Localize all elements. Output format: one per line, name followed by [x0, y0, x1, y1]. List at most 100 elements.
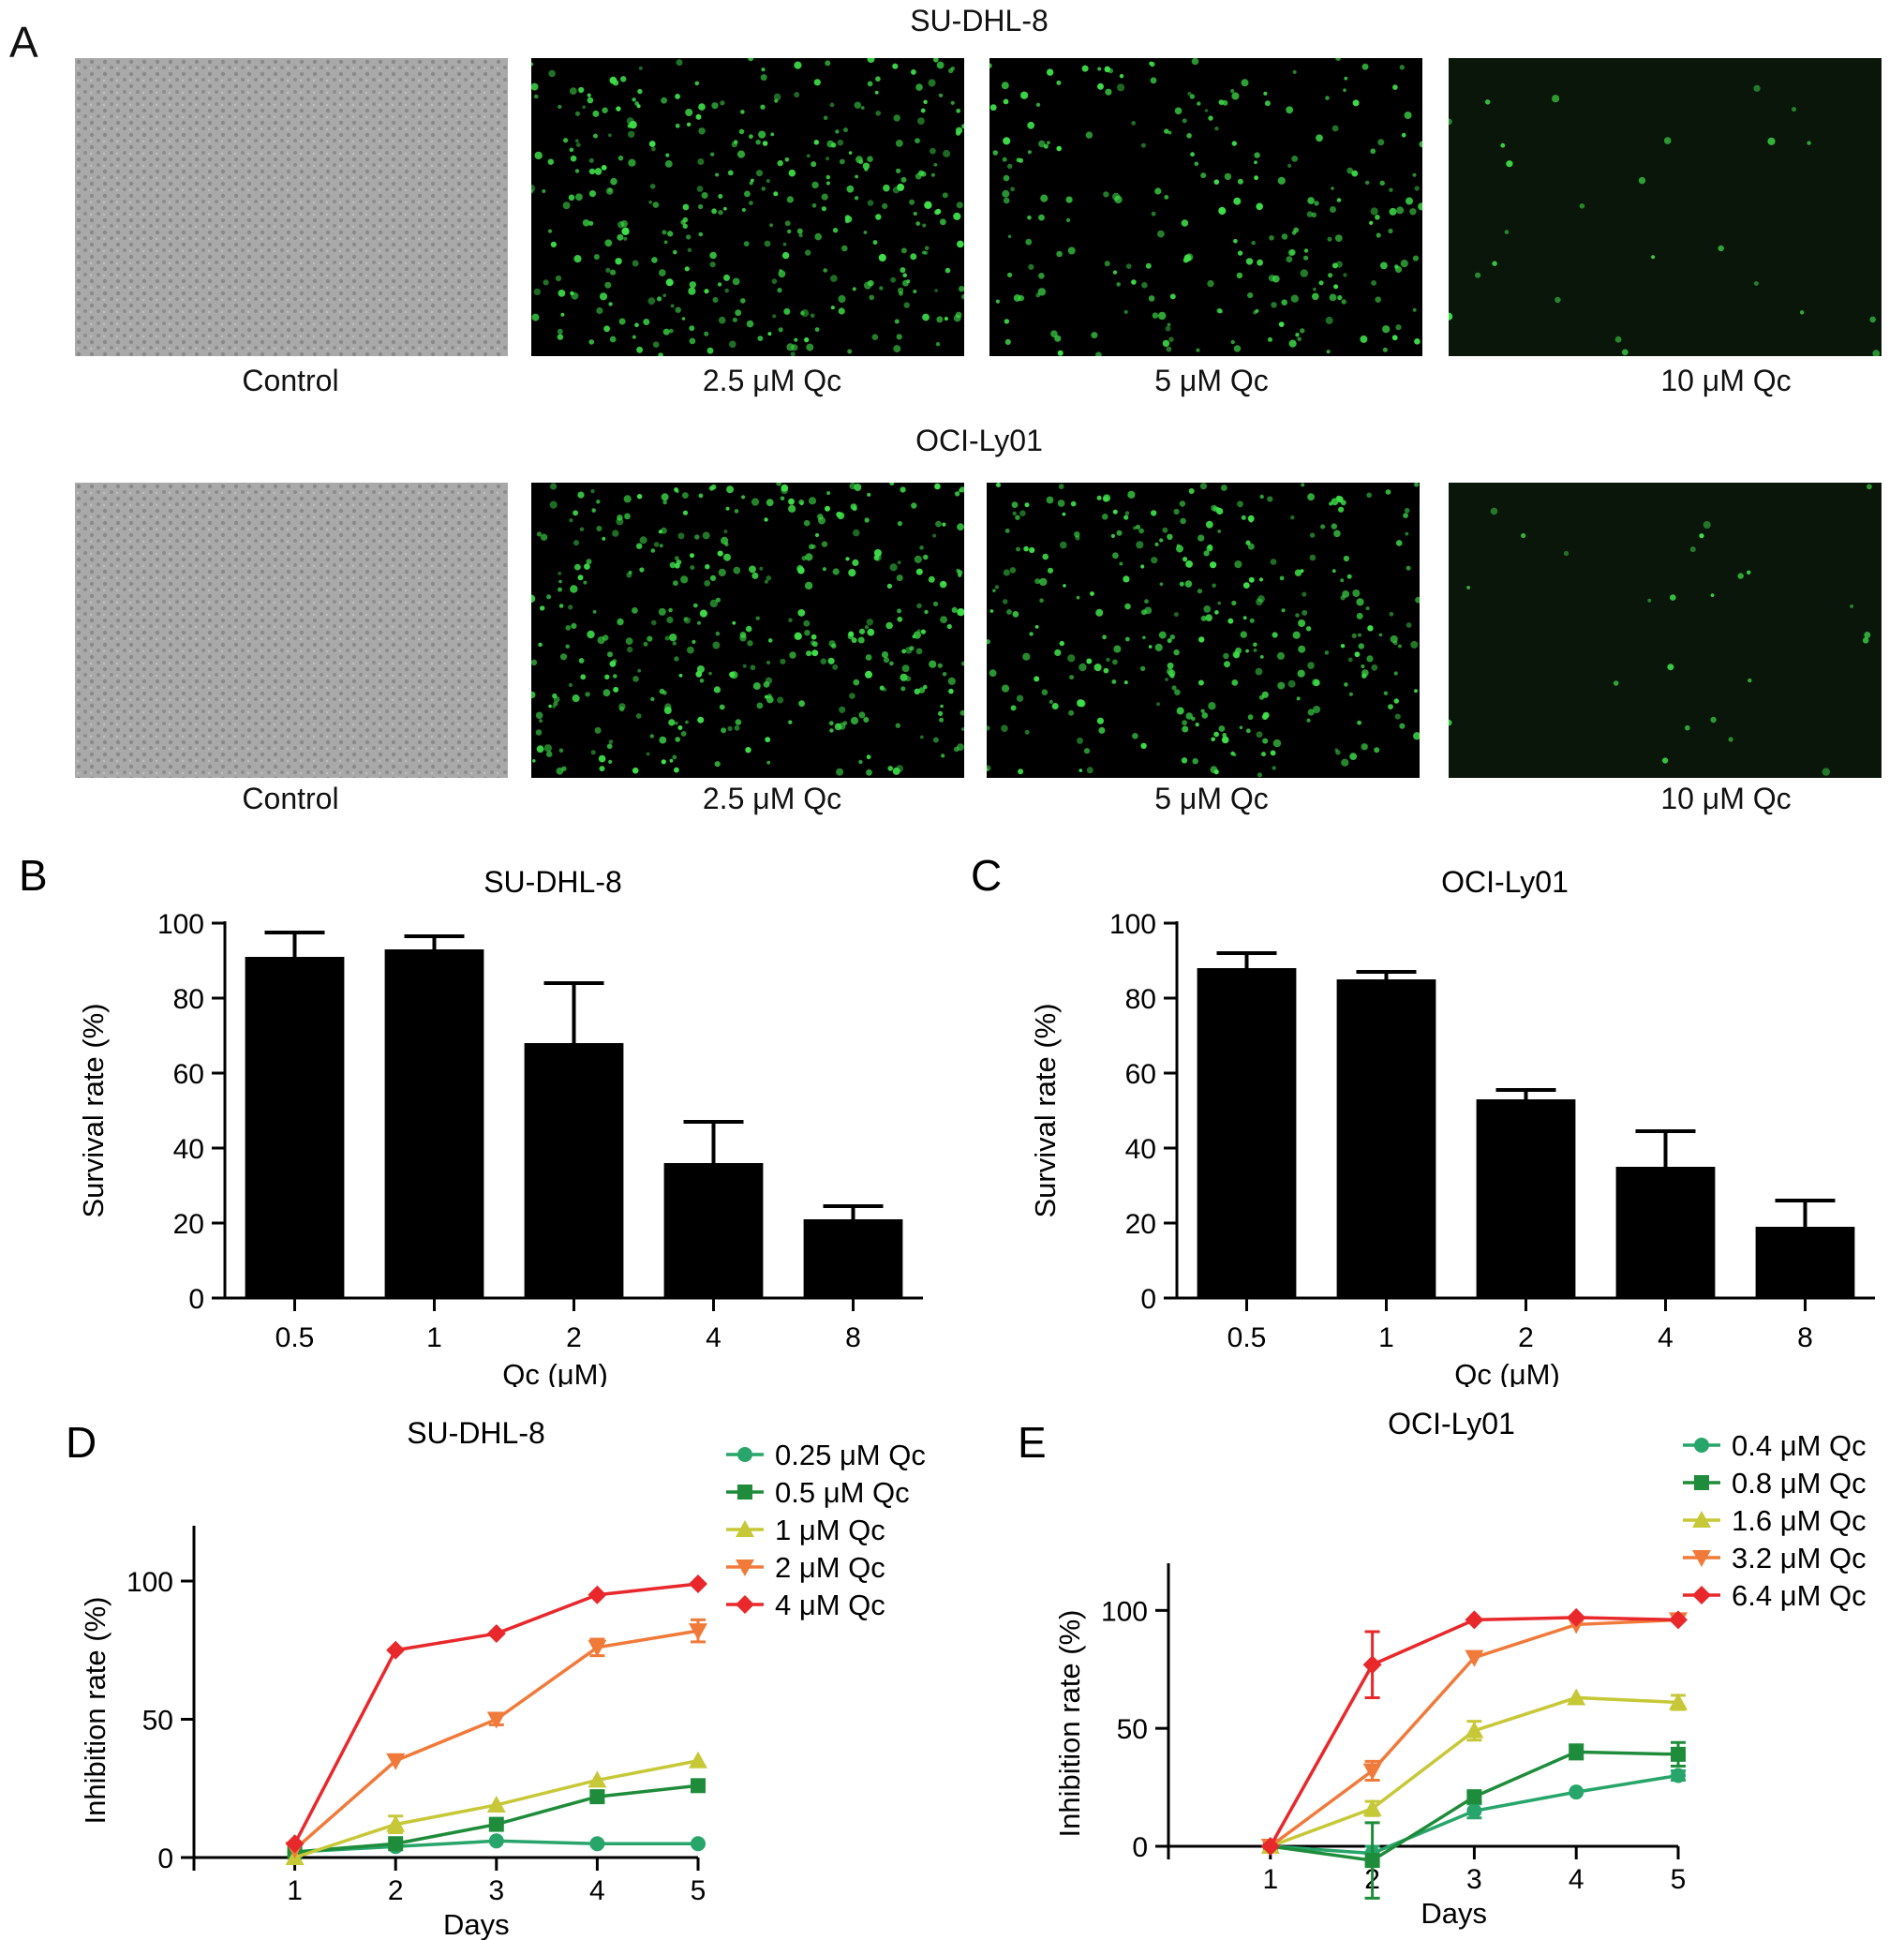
fluorescent-cell [714, 761, 721, 768]
fluorescent-cell [662, 691, 667, 695]
fluorescent-cell [558, 572, 562, 575]
fluorescent-cell [1194, 161, 1199, 167]
fluorescent-cell [1123, 309, 1128, 314]
fluorescent-cell [849, 693, 855, 699]
fluorescent-cell [1181, 757, 1188, 764]
fluorescent-cell [766, 575, 772, 581]
fluorescent-cell [542, 189, 546, 193]
fluorescent-cell [547, 158, 554, 165]
x-tick-label: 3 [1466, 1864, 1482, 1895]
fluorescent-cell [558, 604, 564, 608]
fluorescent-cell [1192, 758, 1198, 765]
fluorescent-cell [756, 702, 764, 709]
fluorescent-cell [1254, 152, 1260, 158]
fluorescent-cell [1042, 553, 1049, 560]
fluorescent-cell [1255, 667, 1263, 676]
fluorescent-cell [636, 494, 643, 500]
fluorescent-cell [1050, 330, 1058, 338]
fluorescent-cell [987, 639, 990, 645]
fluorescent-cell [996, 483, 1001, 487]
fluorescent-cell [685, 720, 689, 724]
fluorescent-cell [919, 735, 924, 739]
fluorescent-cell [914, 688, 920, 694]
fluorescent-cell [592, 609, 597, 614]
fluorescent-cell [1103, 667, 1109, 674]
fluorescent-cell [1182, 720, 1187, 725]
x-tick-label: 0.5 [275, 1322, 315, 1353]
fluorescent-cell [617, 155, 624, 161]
fluorescent-cell [897, 608, 902, 614]
fluorescent-cell [796, 228, 803, 234]
fluorescent-cell [1405, 508, 1410, 514]
fluorescent-cell [1136, 541, 1144, 549]
fluorescent-cell [1110, 533, 1115, 538]
fluorescent-cell [842, 721, 848, 725]
fluorescent-cell [531, 594, 536, 603]
fluorescent-cell [873, 549, 882, 557]
fluorescent-cell [766, 695, 774, 704]
fluorescent-cell [575, 142, 581, 147]
fluorescent-cell [1341, 758, 1349, 767]
fluorescent-cell [956, 201, 963, 209]
fluorescent-cell [729, 671, 736, 678]
fluorescent-cell [794, 92, 800, 97]
fluorescent-cell [1223, 652, 1229, 660]
data-point [737, 1485, 752, 1500]
data-point [1362, 1763, 1382, 1781]
fluorescent-cell [906, 279, 911, 284]
fluorescent-cell [632, 676, 639, 682]
fluorescent-cell [900, 176, 907, 183]
fluorescent-cell [860, 106, 865, 110]
fluorescent-cell [901, 649, 906, 654]
fluorescent-cell [826, 174, 831, 180]
fluorescent-cell [879, 286, 884, 291]
chart-title: OCI-Ly01 [1388, 1407, 1515, 1440]
fluorescent-cell [1312, 292, 1319, 301]
fluorescent-cell [1303, 255, 1309, 261]
fluorescent-cell [715, 597, 721, 603]
data-point [1466, 1803, 1482, 1819]
fluorescent-cell [897, 183, 905, 191]
fluorescent-cell [548, 69, 556, 78]
fluorescent-cell [1259, 494, 1264, 500]
fluorescent-cell [1850, 604, 1854, 608]
fluorescent-cell [835, 129, 840, 134]
fluorescent-cell [677, 532, 685, 540]
fluorescent-cell [539, 719, 543, 723]
fluorescent-cell [531, 82, 539, 91]
fluorescent-cell [1124, 603, 1131, 610]
fluorescent-cell [1377, 139, 1385, 146]
fluorescent-cell [1224, 661, 1230, 668]
fluorescent-cell [1081, 65, 1089, 72]
fluorescent-cell [1395, 540, 1403, 546]
fluorescent-cell [1179, 500, 1186, 507]
fluorescent-cell [786, 196, 794, 203]
fluorescent-cell [867, 58, 875, 63]
fluorescent-cell [1554, 296, 1561, 304]
fluorescent-cell [814, 532, 820, 538]
fluorescent-cell [1208, 115, 1213, 121]
fluorescent-cell [568, 604, 573, 610]
fluorescent-cell [538, 642, 543, 648]
fluorescent-cell [917, 117, 925, 125]
fluorescent-cell [946, 623, 952, 630]
fluorescent-cell [1124, 636, 1130, 642]
fluorescent-cell [658, 530, 662, 534]
fluorescent-cell [1002, 599, 1008, 604]
fluorescent-cell [790, 351, 796, 356]
fluorescent-cell [1297, 669, 1305, 678]
fluorescent-cell [677, 725, 683, 730]
fluorescent-cell [765, 737, 771, 743]
fluorescent-cell [1291, 156, 1299, 162]
fluorescent-cell [868, 279, 874, 287]
fluorescent-cell [1103, 191, 1109, 198]
fluorescent-cell [1151, 510, 1157, 516]
fluorescent-cell [723, 274, 730, 281]
fluorescent-cell [830, 275, 838, 282]
fluorescent-cell [535, 711, 543, 720]
fluorescent-cell [575, 111, 580, 116]
fluorescent-cell [587, 93, 591, 97]
fluorescent-cell [1222, 733, 1227, 738]
legend-entry: 3.2 μM Qc [1732, 1542, 1867, 1574]
fluorescent-cell [1256, 731, 1263, 739]
